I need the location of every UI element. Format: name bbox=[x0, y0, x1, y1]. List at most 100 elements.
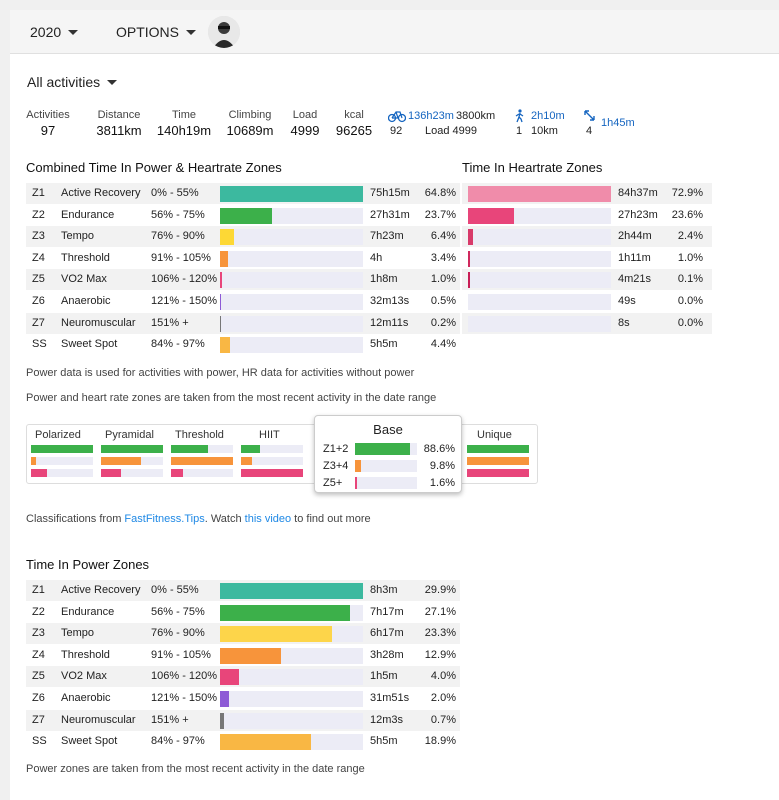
classification-label[interactable]: HIIT bbox=[259, 429, 280, 441]
hr-zone-pct: 72.9% bbox=[671, 187, 703, 199]
ride-distance: 3800km bbox=[456, 110, 496, 122]
hr-bar-track bbox=[468, 186, 611, 202]
zone-time: 12m11s bbox=[370, 316, 409, 329]
zone-range: 56% - 75% bbox=[151, 605, 205, 618]
hr-zone-row: 1h11m 1.0% bbox=[462, 248, 712, 269]
zone-bar-track bbox=[220, 712, 363, 729]
zone-name: Anaerobic bbox=[61, 295, 111, 307]
classification-label[interactable]: Pyramidal bbox=[105, 429, 154, 441]
classification-bar bbox=[31, 469, 47, 477]
zone-range: 76% - 90% bbox=[151, 230, 205, 243]
zone-name: VO2 Max bbox=[61, 670, 107, 683]
ride-count: 92 bbox=[390, 125, 403, 137]
tooltip-bar bbox=[355, 477, 357, 489]
zone-id: Z7 bbox=[32, 316, 45, 329]
classification-bar bbox=[101, 469, 122, 477]
tooltip-zone: Z3+4 bbox=[323, 460, 349, 472]
zone-time: 5h5m bbox=[370, 338, 398, 351]
zone-bar bbox=[220, 669, 240, 686]
zone-id: Z1 bbox=[32, 187, 45, 199]
year-label: 2020 bbox=[30, 24, 62, 40]
walk-distance: 10km bbox=[531, 125, 558, 137]
zone-row: Z5 VO2 Max 106% - 120% 1h8m 1.0% bbox=[26, 269, 460, 291]
zone-bar-track bbox=[220, 604, 363, 621]
zone-row: Z6 Anaerobic 121% - 150% 31m51s 2.0% bbox=[26, 688, 460, 709]
zone-range: 106% - 120% bbox=[151, 273, 218, 286]
zone-id: Z3 bbox=[32, 230, 45, 243]
classification-label[interactable]: Unique bbox=[477, 429, 512, 441]
stat-label: Climbing bbox=[228, 109, 272, 121]
zone-bar-track bbox=[220, 294, 363, 310]
zone-pct: 1.0% bbox=[430, 273, 456, 286]
zone-bar bbox=[220, 604, 350, 621]
classification-bar bbox=[467, 445, 529, 453]
zone-bar bbox=[220, 207, 273, 224]
hr-bar-track bbox=[468, 294, 611, 310]
classification-bar bbox=[31, 457, 36, 465]
ride-load: Load 4999 bbox=[425, 125, 477, 137]
zone-pct: 18.9% bbox=[424, 735, 456, 748]
stat-value: 10689m bbox=[226, 123, 274, 138]
zone-name: Endurance bbox=[61, 605, 115, 618]
classification-bar-track bbox=[467, 445, 529, 453]
walk-icon bbox=[515, 109, 524, 123]
zone-time: 7h23m bbox=[370, 230, 404, 243]
classification-bar bbox=[171, 457, 233, 465]
zone-row: Z7 Neuromuscular 151% + 12m3s 0.7% bbox=[26, 709, 460, 731]
zone-id: Z2 bbox=[32, 208, 45, 221]
power-zones-title: Time In Power Zones bbox=[26, 557, 150, 572]
options-dropdown[interactable]: OPTIONS bbox=[116, 24, 197, 40]
classification-bar bbox=[241, 445, 260, 453]
hr-zone-pct: 0.0% bbox=[677, 316, 703, 329]
avatar[interactable] bbox=[208, 16, 240, 48]
zone-range: 121% - 150% bbox=[151, 692, 218, 704]
ride-time: 136h23m bbox=[408, 110, 454, 122]
classification-bar-track bbox=[101, 469, 163, 477]
zone-pct: 4.0% bbox=[430, 670, 456, 683]
arrows-icon bbox=[584, 110, 595, 121]
video-link[interactable]: this video bbox=[244, 513, 292, 525]
classification-bar bbox=[101, 457, 142, 465]
zone-time: 12m3s bbox=[370, 713, 404, 726]
stat-label: kcal bbox=[344, 109, 364, 121]
zone-name: Threshold bbox=[61, 251, 110, 264]
hr-zone-time: 1h11m bbox=[618, 251, 651, 264]
zone-id: Z7 bbox=[32, 713, 45, 726]
zone-pct: 12.9% bbox=[424, 648, 456, 661]
hr-zone-row: 84h37m 72.9% bbox=[462, 183, 712, 204]
zone-bar-track bbox=[220, 669, 363, 686]
zone-name: Neuromuscular bbox=[61, 713, 136, 726]
zone-bar-track bbox=[220, 626, 363, 643]
tooltip-pct: 88.6% bbox=[423, 443, 455, 455]
classification-bar bbox=[31, 445, 93, 453]
classification-bar bbox=[101, 445, 163, 453]
stat-value: 3811km bbox=[96, 123, 142, 138]
tooltip-bar-track bbox=[355, 477, 417, 489]
hr-zone-row: 49s 0.0% bbox=[462, 291, 712, 312]
zone-row: Z3 Tempo 76% - 90% 7h23m 6.4% bbox=[26, 226, 460, 248]
zone-range: 84% - 97% bbox=[151, 338, 205, 351]
zone-bar-track bbox=[220, 647, 363, 664]
options-label: OPTIONS bbox=[116, 24, 180, 40]
zone-name: Neuromuscular bbox=[61, 316, 136, 329]
zone-id: Z6 bbox=[32, 295, 45, 307]
activity-filter-dropdown[interactable]: All activities bbox=[27, 74, 118, 90]
zone-pct: 4.4% bbox=[430, 338, 456, 351]
hr-zone-time: 49s bbox=[618, 295, 636, 307]
zone-bar-track bbox=[220, 186, 363, 202]
tooltip-zone: Z1+2 bbox=[323, 443, 349, 455]
zone-row: Z7 Neuromuscular 151% + 12m11s 0.2% bbox=[26, 312, 460, 334]
zone-row: Z3 Tempo 76% - 90% 6h17m 23.3% bbox=[26, 623, 460, 645]
zone-bar-track bbox=[220, 229, 363, 246]
zone-bar-track bbox=[220, 207, 363, 224]
zone-range: 151% + bbox=[151, 316, 189, 329]
zone-name: Sweet Spot bbox=[61, 338, 118, 351]
year-dropdown[interactable]: 2020 bbox=[30, 24, 79, 40]
tooltip-pct: 9.8% bbox=[429, 460, 455, 472]
classification-label[interactable]: Threshold bbox=[175, 429, 224, 441]
classification-label[interactable]: Polarized bbox=[35, 429, 81, 441]
hr-zones-title: Time In Heartrate Zones bbox=[462, 160, 603, 175]
fastfitness-link[interactable]: FastFitness.Tips bbox=[124, 513, 205, 525]
zone-row: Z4 Threshold 91% - 105% 3h28m 12.9% bbox=[26, 645, 460, 666]
classification-bar-track bbox=[171, 457, 233, 465]
